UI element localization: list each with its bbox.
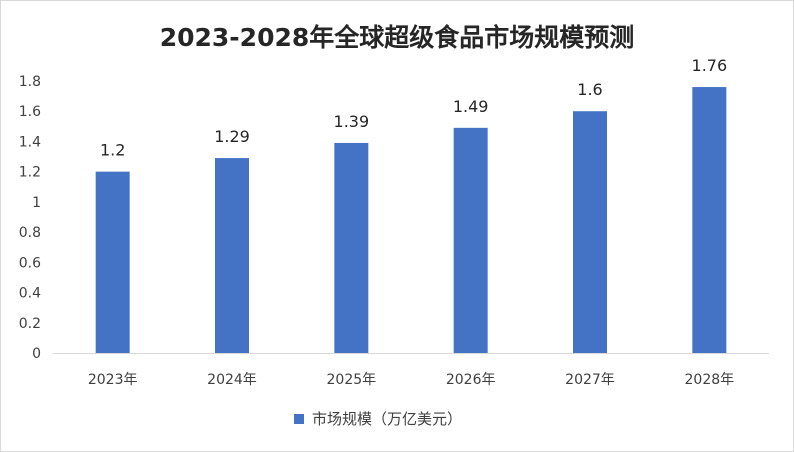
data-labels: 1.2 1.29 1.39 1.49 1.6 1.76 [100, 56, 727, 160]
x-tick-label: 2026年 [446, 372, 496, 388]
data-label: 1.76 [692, 56, 728, 75]
x-tick-label: 2025年 [327, 372, 377, 388]
bar [573, 111, 607, 353]
y-tick-label: 0.8 [19, 225, 41, 241]
x-axis-ticks: 2023年 2024年 2025年 2026年 2027年 2028年 [88, 372, 734, 388]
bar [334, 142, 369, 353]
bar [453, 127, 488, 353]
x-tick-label: 2023年 [88, 372, 138, 388]
bar [95, 171, 130, 353]
y-tick-label: 1.2 [19, 165, 41, 181]
data-label: 1.49 [453, 97, 489, 116]
bars [95, 87, 727, 354]
legend-swatch [294, 414, 304, 424]
data-label: 1.29 [214, 127, 250, 146]
x-tick-label: 2024年 [207, 372, 257, 388]
y-tick-label: 0.6 [19, 255, 41, 271]
y-tick-label: 1 [32, 195, 41, 211]
y-tick-label: 0.4 [19, 286, 41, 302]
y-tick-label: 1.8 [19, 74, 41, 90]
data-label: 1.2 [100, 141, 125, 160]
y-tick-label: 1.4 [19, 134, 41, 150]
x-tick-label: 2028年 [685, 372, 735, 388]
y-tick-label: 0 [32, 346, 41, 362]
bar [215, 158, 249, 353]
x-tick-label: 2027年 [565, 372, 615, 388]
bar [692, 87, 727, 354]
chart-title: 2023-2028年全球超级食品市场规模预测 [160, 23, 635, 52]
data-label: 1.39 [334, 112, 370, 131]
data-label: 1.6 [577, 80, 602, 99]
y-tick-label: 1.6 [19, 104, 41, 120]
legend: 市场规模（万亿美元） [294, 410, 462, 428]
y-tick-label: 0.2 [19, 316, 41, 332]
legend-label: 市场规模（万亿美元） [312, 410, 462, 428]
y-axis-ticks: 0 0.2 0.4 0.6 0.8 1 1.2 1.4 1.6 1.8 [19, 74, 41, 362]
